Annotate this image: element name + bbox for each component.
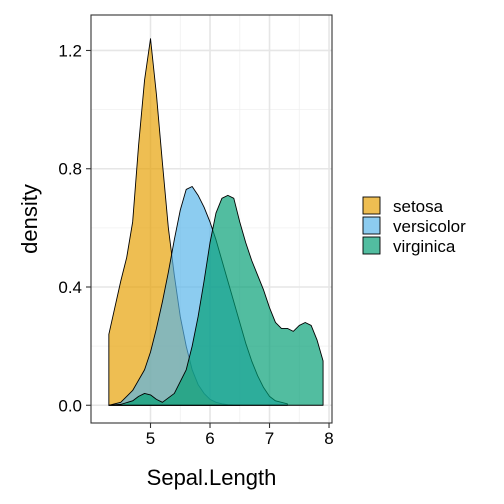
legend-label-virginica: virginica — [393, 237, 456, 256]
x-axis-title: Sepal.Length — [147, 465, 277, 490]
y-tick-label: 0.0 — [58, 396, 82, 415]
x-tick-label: 6 — [205, 429, 214, 448]
legend-label-versicolor: versicolor — [393, 217, 466, 236]
legend-label-setosa: setosa — [393, 197, 444, 216]
axes: 5 6 7 8 0.0 0.4 0.8 1.2 — [58, 41, 333, 448]
legend-key-versicolor — [362, 216, 381, 235]
plot-border — [90, 14, 333, 424]
legend-key-setosa — [362, 196, 381, 215]
y-tick-label: 0.4 — [58, 278, 82, 297]
x-tick-label: 5 — [146, 429, 155, 448]
x-tick-label: 7 — [265, 429, 274, 448]
x-tick-label: 8 — [324, 429, 333, 448]
legend-key-virginica — [362, 236, 381, 255]
y-tick-label: 0.8 — [58, 160, 82, 179]
density-areas — [108, 38, 324, 406]
density-area-virginica — [108, 194, 324, 406]
y-tick-label: 1.2 — [58, 41, 82, 60]
y-axis-title: density — [17, 184, 42, 254]
